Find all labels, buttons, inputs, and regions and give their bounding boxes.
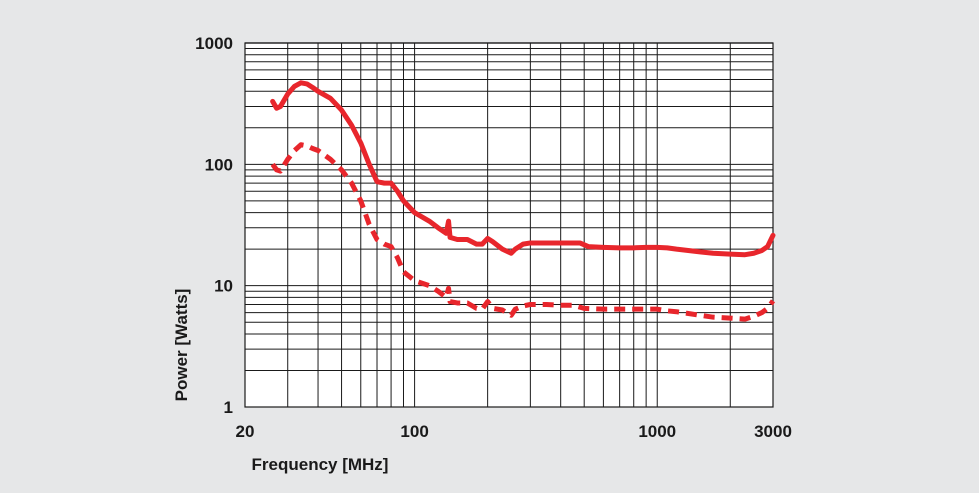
y-tick-label: 10: [214, 277, 233, 296]
series-line-solid: [270, 80, 776, 258]
series-line-dashed: [270, 142, 776, 322]
grid: [244, 42, 774, 408]
plot-frame: [244, 42, 774, 408]
x-axis-label: Frequency [MHz]: [252, 455, 389, 474]
y-tick-label: 100: [205, 155, 233, 174]
tick-labels: 1 10 100 1000 20 100 1000 3000: [195, 34, 792, 441]
x-tick-label: 100: [400, 422, 428, 441]
y-tick-label: 1: [224, 398, 233, 417]
x-tick-label: 1000: [638, 422, 676, 441]
y-tick-label: 1000: [195, 34, 233, 53]
x-tick-label: 20: [236, 422, 255, 441]
series-group: [270, 80, 776, 322]
y-axis-label: Power [Watts]: [172, 289, 191, 402]
x-tick-label: 3000: [754, 422, 792, 441]
